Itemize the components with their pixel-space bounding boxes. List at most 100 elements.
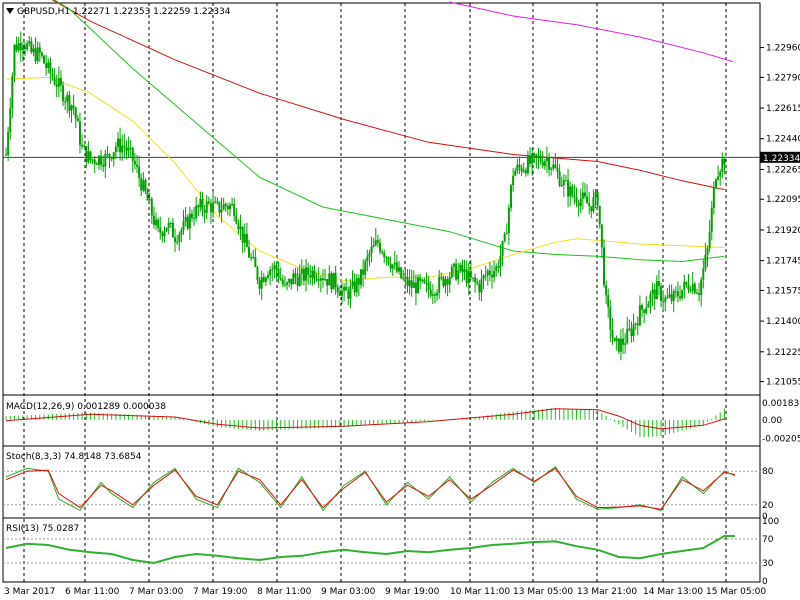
candle-body xyxy=(368,253,371,257)
candle-body xyxy=(719,171,722,177)
candle-body xyxy=(302,269,305,281)
candle-body xyxy=(349,286,352,299)
macd-header: MACD(12,26,9) 0.001289 0.000038 xyxy=(6,402,166,412)
candle-body xyxy=(531,153,534,164)
candle-body xyxy=(617,338,620,352)
current-price-label: 1.22334 xyxy=(763,154,800,164)
candle-body xyxy=(275,265,278,270)
candle-body xyxy=(459,264,462,271)
indicators xyxy=(3,407,760,565)
candle-body xyxy=(643,309,646,314)
candle-body xyxy=(51,73,54,78)
candle-body xyxy=(452,263,455,267)
candle-body xyxy=(393,262,396,265)
candle-body xyxy=(440,276,443,278)
candle-body xyxy=(45,63,48,68)
candle-body xyxy=(651,289,654,295)
candle-body xyxy=(683,282,686,290)
candle-body xyxy=(586,196,589,204)
candle-body xyxy=(277,269,280,279)
candle-body xyxy=(85,146,88,162)
candle-body xyxy=(315,279,318,281)
candle-body xyxy=(100,155,103,165)
x-axis-label: 9 Mar 03:00 xyxy=(321,587,376,597)
candle-body xyxy=(482,275,485,279)
candle-body xyxy=(672,291,675,301)
candle-body xyxy=(142,180,145,191)
candle-body xyxy=(539,156,542,162)
candle-body xyxy=(7,132,10,155)
candle-body xyxy=(609,307,612,330)
candle-body xyxy=(254,257,257,268)
candle-body xyxy=(476,282,479,284)
candle-body xyxy=(588,203,591,207)
candle-body xyxy=(40,52,43,56)
candle-body xyxy=(520,167,523,172)
x-axis-label: 7 Mar 19:00 xyxy=(193,587,248,597)
candle-body xyxy=(359,269,362,285)
candle-body xyxy=(155,219,158,225)
candle-body xyxy=(526,156,529,174)
candle-body xyxy=(279,278,282,280)
candle-body xyxy=(400,267,403,279)
symbol-header-text: GBPUSD,H1 1.22271 1.22353 1.22259 1.2233… xyxy=(17,7,231,17)
candle-body xyxy=(704,254,707,269)
candle-body xyxy=(560,185,563,187)
candle-body xyxy=(102,164,105,167)
ma-red-line xyxy=(51,0,725,191)
candle-body xyxy=(537,156,540,158)
candle-body xyxy=(501,241,504,256)
candle-body xyxy=(317,279,320,281)
candle-body xyxy=(5,154,7,156)
stoch-axis-label: 20 xyxy=(762,501,774,511)
candle-body xyxy=(70,105,73,111)
candle-body xyxy=(512,175,515,186)
candle-body xyxy=(491,274,493,278)
candle-body xyxy=(448,277,451,285)
collapse-triangle-icon[interactable] xyxy=(6,8,14,14)
candle-body xyxy=(169,222,172,224)
stoch-signal-line xyxy=(5,467,736,510)
candle-body xyxy=(389,263,392,269)
candle-body xyxy=(307,267,310,275)
candle-body xyxy=(383,252,386,258)
candle-body xyxy=(495,266,498,272)
price-axis-label: 1.21575 xyxy=(766,286,800,296)
candle-body xyxy=(524,170,527,174)
rsi-axis-label: 70 xyxy=(762,535,774,545)
candle-body xyxy=(340,290,343,296)
candle-body xyxy=(376,240,379,243)
stoch-header: Stoch(8,3,3) 74.8148 73.6854 xyxy=(6,452,142,462)
candle-body xyxy=(218,202,221,213)
candle-body xyxy=(157,219,160,228)
candle-body xyxy=(579,198,582,206)
candle-body xyxy=(298,273,301,286)
candle-body xyxy=(62,85,65,102)
candle-body xyxy=(488,270,491,275)
candle-body xyxy=(406,277,409,286)
candle-body xyxy=(161,232,164,237)
candle-body xyxy=(186,216,189,229)
candle-body xyxy=(702,268,705,280)
candle-body xyxy=(567,180,570,197)
candle-body xyxy=(53,77,56,85)
candle-body xyxy=(478,283,481,293)
candle-body xyxy=(691,283,694,291)
macd-axis-label: -0.002054 xyxy=(762,435,800,445)
candle-body xyxy=(455,263,458,280)
candle-body xyxy=(353,281,356,293)
candle-body xyxy=(503,233,506,242)
candle-body xyxy=(497,266,500,268)
candle-body xyxy=(9,108,12,133)
candle-body xyxy=(64,101,67,103)
candle-body xyxy=(465,269,468,284)
candle-body xyxy=(374,240,377,246)
candle-body xyxy=(336,287,339,293)
candle-body xyxy=(262,277,265,282)
candle-body xyxy=(188,213,191,229)
candle-body xyxy=(290,278,293,285)
candle-body xyxy=(319,278,322,281)
price-axis-label: 1.21055 xyxy=(766,378,800,388)
candle-body xyxy=(59,77,62,86)
